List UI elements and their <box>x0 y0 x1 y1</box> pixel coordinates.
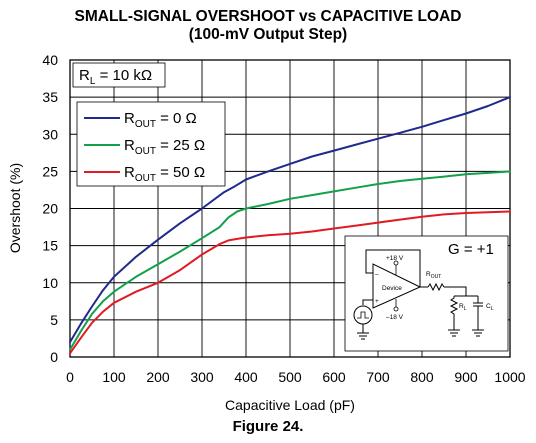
x-tick-label: 400 <box>234 369 258 385</box>
plot-frame <box>69 59 511 358</box>
supply-pos-label: +18 V <box>386 255 404 262</box>
rl-resistor-symbol <box>449 296 459 318</box>
plus-input-sign: + <box>375 298 379 305</box>
series-line-rout-25 <box>69 170 511 351</box>
x-tick-labels: 0 100 200 300 400 500 600 700 800 900 1000 <box>66 369 526 385</box>
y-tick-label: 15 <box>42 238 58 254</box>
circuit-inset: G = +1 Device – + +18 V –18 V ROUT RL <box>344 235 509 352</box>
legend-label-rout-25: ROUT = 25 Ω <box>124 137 205 157</box>
x-axis-label: Capacitive Load (pF) <box>225 397 355 413</box>
y-tick-labels: 0 5 10 15 20 25 30 35 40 <box>42 52 58 365</box>
input-wire <box>362 299 373 305</box>
supply-neg-terminal <box>393 306 399 312</box>
load-wire <box>444 286 467 296</box>
rout-label: ROUT <box>426 271 441 280</box>
rout-resistor-symbol <box>427 282 445 292</box>
y-tick-label: 20 <box>42 201 58 217</box>
supply-pos-terminal <box>393 260 399 266</box>
supply-neg-label: –18 V <box>386 314 404 321</box>
feedback-wire <box>365 249 421 287</box>
device-label: Device <box>382 285 402 292</box>
figure-caption: Figure 24. <box>232 418 304 435</box>
series-lines <box>69 96 511 355</box>
y-tick-label: 35 <box>42 89 58 105</box>
gain-label: G = +1 <box>448 241 494 258</box>
legend: ROUT = 0 Ω ROUT = 25 Ω ROUT = 50 Ω <box>76 101 226 187</box>
cl-capacitor-symbol <box>473 296 483 318</box>
y-tick-label: 40 <box>42 52 58 68</box>
y-tick-label: 5 <box>50 312 58 328</box>
x-tick-label: 600 <box>322 369 346 385</box>
series-line-rout-0 <box>69 96 511 344</box>
chart-title: SMALL-SIGNAL OVERSHOOT vs CAPACITIVE LOA… <box>74 8 462 25</box>
rl-label: RL <box>459 303 467 312</box>
op-amp-symbol <box>372 263 422 309</box>
ground-icon <box>357 332 369 340</box>
legend-label-rout-0: ROUT = 0 Ω <box>124 110 197 130</box>
x-tick-label: 300 <box>190 369 214 385</box>
y-tick-label: 30 <box>42 126 58 142</box>
input-source-symbol <box>353 305 373 325</box>
y-axis-label: Overshoot (%) <box>7 163 23 253</box>
series-line-rout-50 <box>69 210 511 355</box>
cl-label: CL <box>486 303 494 312</box>
ground-icon <box>448 329 460 337</box>
condition-label: RL = 10 kΩ <box>79 67 152 87</box>
inset-box <box>344 235 509 352</box>
x-tick-label: 1000 <box>494 369 525 385</box>
x-tick-label: 800 <box>410 369 434 385</box>
x-tick-label: 200 <box>146 369 170 385</box>
x-tick-label: 900 <box>454 369 478 385</box>
x-tick-label: 0 <box>66 369 74 385</box>
ground-icon <box>472 329 484 337</box>
y-tick-label: 25 <box>42 163 58 179</box>
condition-box <box>72 62 166 88</box>
x-tick-label: 700 <box>366 369 390 385</box>
legend-label-rout-50: ROUT = 50 Ω <box>124 164 205 184</box>
chart-subtitle: (100-mV Output Step) <box>188 26 348 43</box>
y-tick-label: 0 <box>50 349 58 365</box>
minus-input-sign: – <box>375 271 379 278</box>
source-wave <box>357 311 369 319</box>
x-tick-label: 100 <box>102 369 126 385</box>
x-tick-label: 500 <box>278 369 302 385</box>
y-tick-label: 10 <box>42 275 58 291</box>
